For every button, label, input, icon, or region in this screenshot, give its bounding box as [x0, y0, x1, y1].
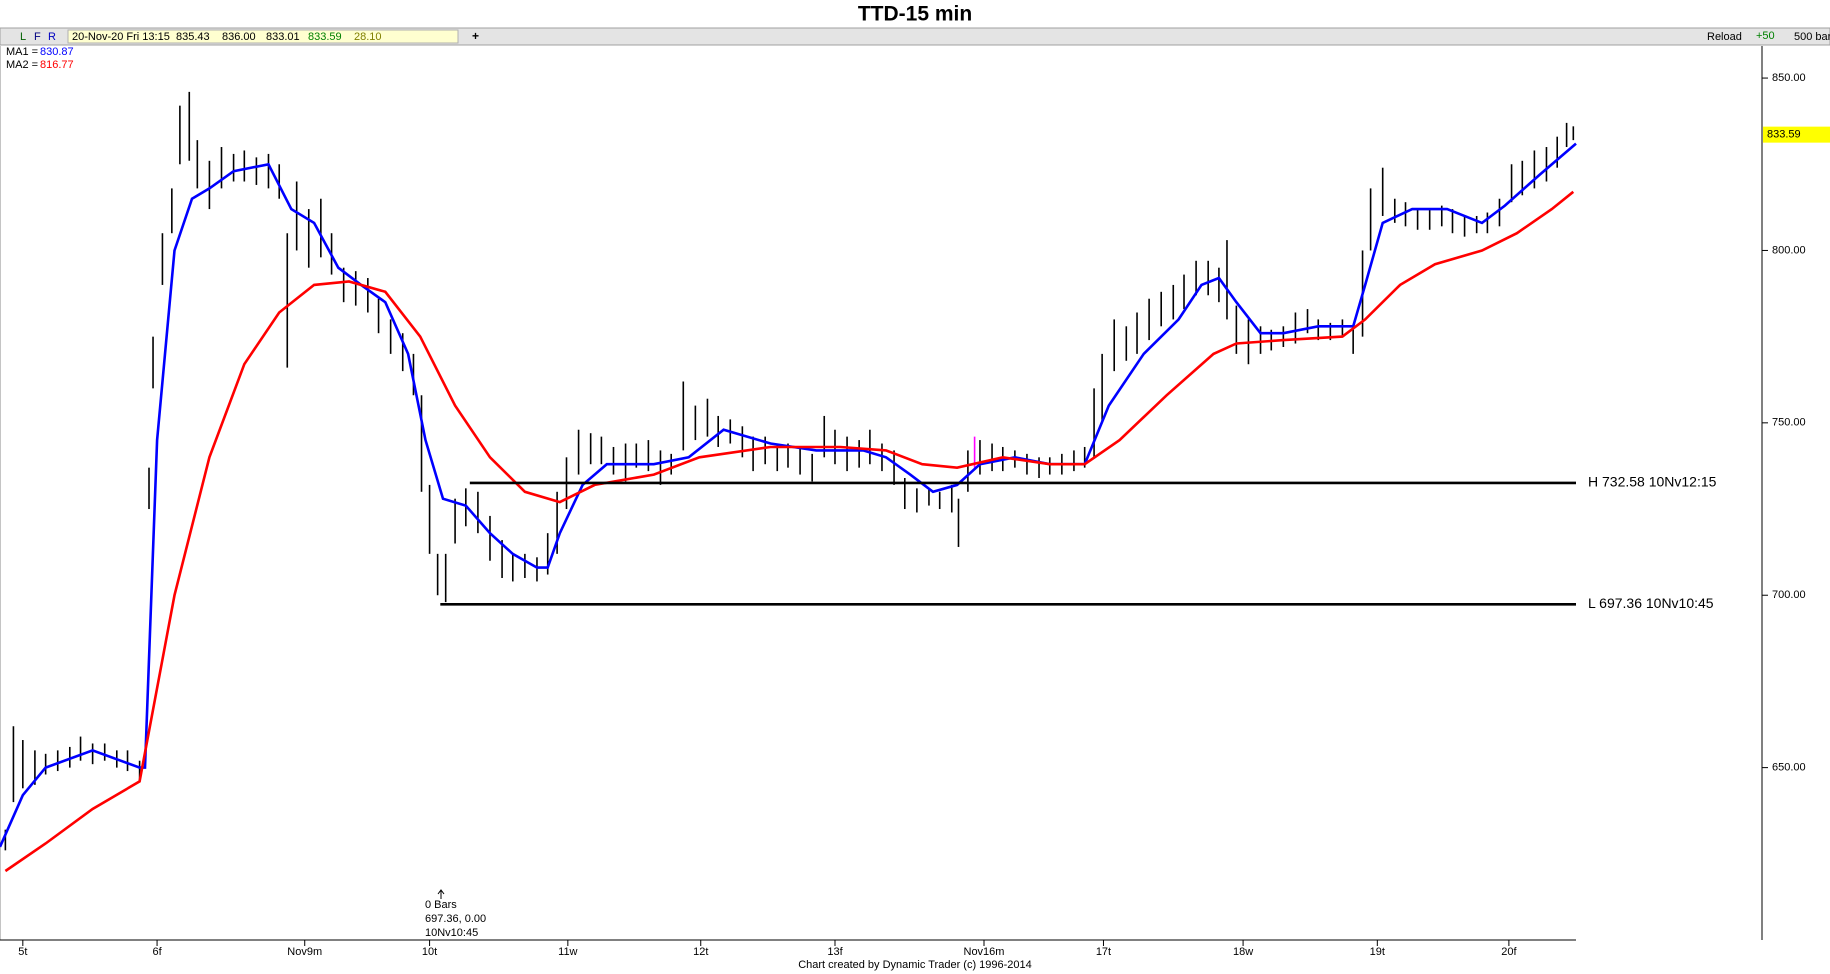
ma-line	[4, 190, 1575, 873]
legend-value: 830.87	[40, 46, 74, 58]
last-price-box	[1763, 126, 1830, 143]
y-tick-label: 750.00	[1772, 417, 1806, 429]
toolbar-button[interactable]: L	[20, 31, 26, 43]
x-tick-label: Nov9m	[287, 946, 322, 958]
reload-button[interactable]: Reload	[1707, 31, 1742, 43]
ma-line	[0, 142, 1577, 848]
legend-name: MA1 =	[6, 46, 38, 58]
y-tick-label: 650.00	[1772, 762, 1806, 774]
level-label: H 732.58 10Nv12:15	[1588, 474, 1717, 490]
y-tick-label: 700.00	[1772, 589, 1806, 601]
x-tick-label: 5t	[18, 946, 27, 958]
legend-value: 816.77	[40, 59, 74, 71]
cursor-note: 697.36, 0.00	[425, 913, 486, 925]
step-button[interactable]: +50	[1756, 30, 1775, 42]
info-volume: 28.10	[354, 31, 382, 43]
x-tick-label: 17t	[1096, 946, 1111, 958]
cursor-note: 0 Bars	[425, 899, 457, 911]
level-label: L 697.36 10Nv10:45	[1588, 595, 1714, 611]
x-tick-label: 12t	[693, 946, 708, 958]
toolbar-button[interactable]: F	[34, 31, 41, 43]
y-tick-label: 800.00	[1772, 244, 1806, 256]
x-tick-label: Nov16m	[964, 946, 1005, 958]
x-tick-label: 6f	[152, 946, 162, 958]
x-tick-label: 13f	[827, 946, 843, 958]
bars-count[interactable]: 500 bars	[1794, 31, 1830, 43]
info-high: 836.00	[222, 31, 256, 43]
y-tick-label: 850.00	[1772, 72, 1806, 84]
x-tick-label: 10t	[422, 946, 437, 958]
info-low: 833.01	[266, 31, 300, 43]
x-tick-label: 20f	[1501, 946, 1517, 958]
chart-title: TTD-15 min	[858, 3, 972, 26]
x-tick-label: 19t	[1370, 946, 1385, 958]
info-open: 835.43	[176, 31, 210, 43]
x-tick-label: 18w	[1233, 946, 1253, 958]
info-box	[67, 29, 459, 44]
cursor-note: 10Nv10:45	[425, 927, 478, 939]
last-price-label: 833.59	[1767, 129, 1801, 141]
add-button[interactable]: +	[472, 29, 479, 43]
cursor-arrow-head	[437, 889, 445, 895]
legend-name: MA2 =	[6, 59, 38, 71]
info-date: 20-Nov-20 Fri 13:15	[72, 31, 170, 43]
x-tick-label: 11w	[558, 946, 577, 958]
info-close: 833.59	[308, 31, 342, 43]
footer: Chart created by Dynamic Trader (c) 1996…	[798, 959, 1032, 971]
toolbar-button[interactable]: R	[48, 31, 56, 43]
